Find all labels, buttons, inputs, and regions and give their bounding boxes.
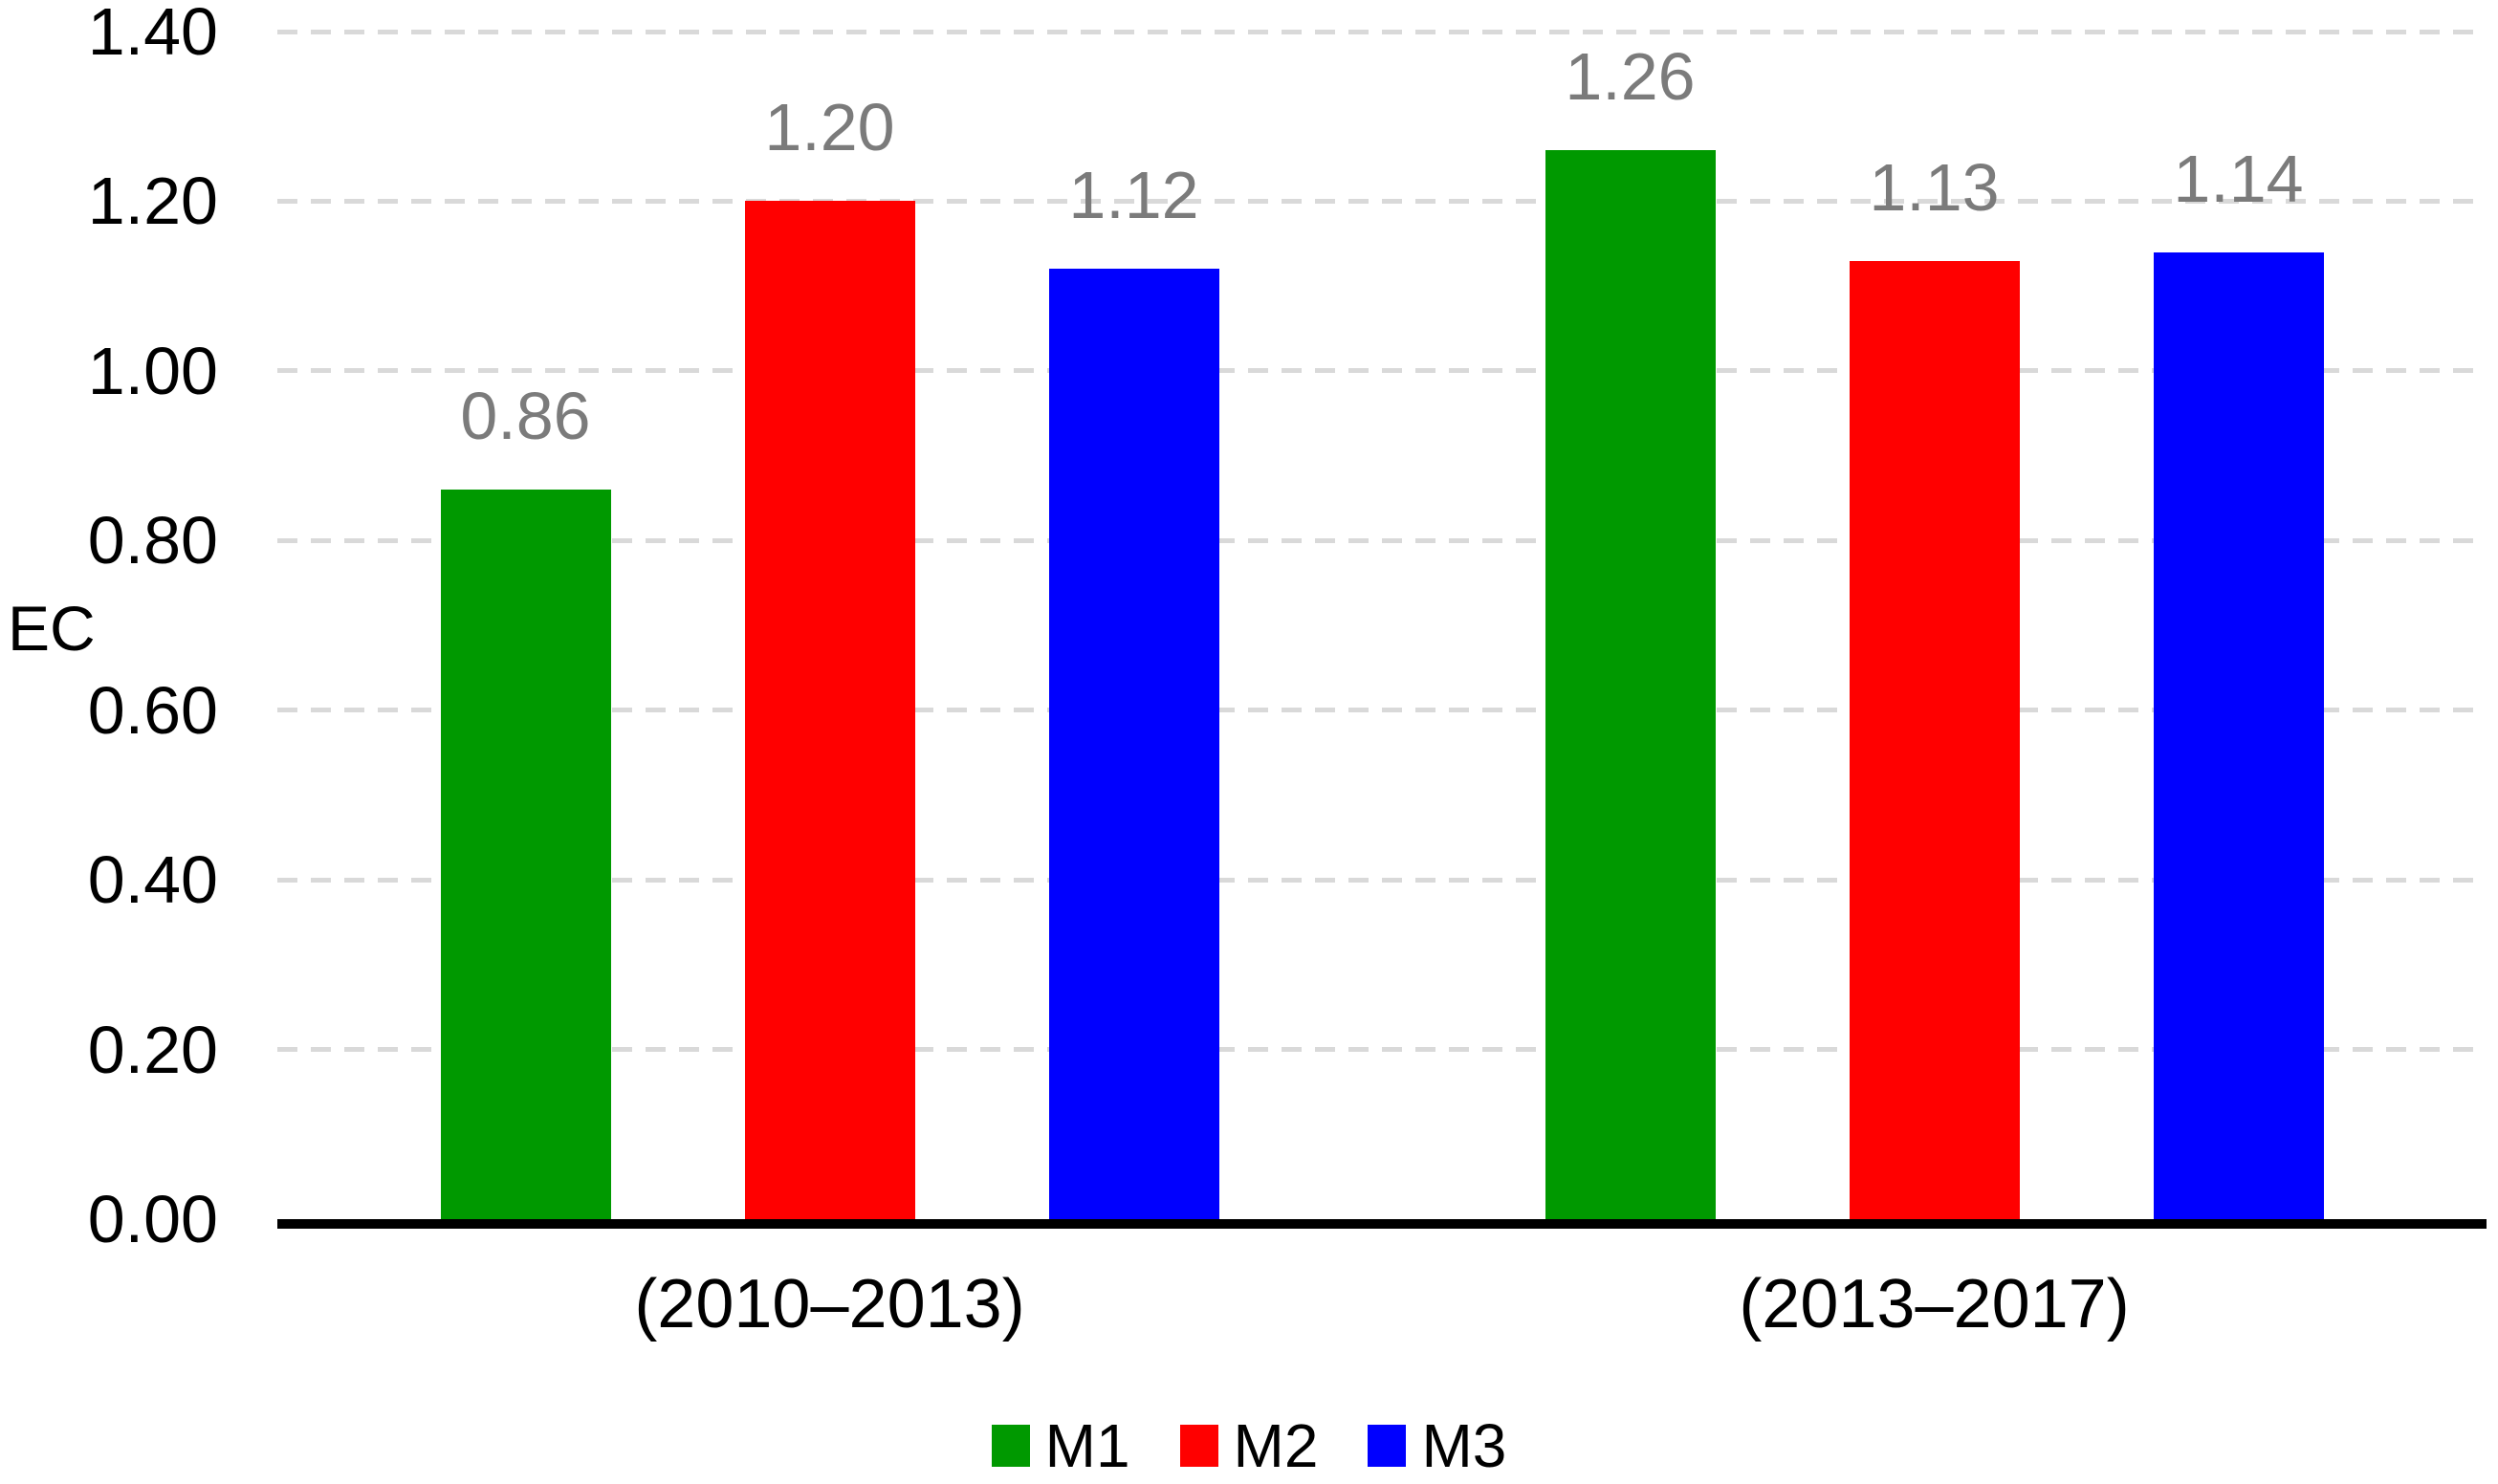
bar-m2-group1 <box>744 201 915 1219</box>
legend-item-m2: M2 <box>1179 1411 1319 1480</box>
legend-item-m3: M3 <box>1368 1412 1506 1479</box>
gridline <box>277 198 2487 204</box>
y-tick-label: 0.40 <box>87 842 218 918</box>
y-tick-label: 1.40 <box>87 0 218 69</box>
value-label: 1.20 <box>764 90 895 165</box>
legend-item-m1: M1 <box>991 1411 1130 1480</box>
gridline <box>277 708 2487 713</box>
legend-swatch-icon <box>991 1425 1030 1467</box>
y-tick-label: 1.20 <box>87 164 218 239</box>
legend-label: M2 <box>1233 1411 1319 1480</box>
bar-m1-group1 <box>440 490 611 1219</box>
value-label: 0.86 <box>460 379 591 454</box>
bar-m2-group2 <box>1849 260 2020 1219</box>
y-tick-label: 0.80 <box>87 503 218 578</box>
x-category-label: (2010–2013) <box>634 1266 1025 1342</box>
y-tick-label: 0.00 <box>87 1182 218 1256</box>
value-label: 1.26 <box>1565 39 1696 115</box>
gridline <box>277 1047 2487 1053</box>
y-tick-label: 0.20 <box>87 1012 218 1087</box>
y-tick-label: 1.00 <box>87 333 218 408</box>
x-category-label: (2013–2017) <box>1739 1266 2130 1342</box>
legend-label: M1 <box>1044 1411 1130 1480</box>
legend: M1 M2 M3 <box>0 1408 2498 1484</box>
bar-m3-group2 <box>2153 251 2324 1219</box>
bar-m3-group1 <box>1048 269 1219 1219</box>
legend-swatch-icon <box>1368 1425 1407 1467</box>
gridline <box>277 877 2487 883</box>
legend-swatch-icon <box>1179 1425 1218 1467</box>
value-label: 1.12 <box>1068 158 1199 233</box>
gridline <box>277 29 2487 34</box>
gridline <box>277 368 2487 374</box>
y-tick-label: 0.60 <box>87 672 218 748</box>
y-axis-title: EC <box>8 593 96 664</box>
plot-area: 0.86 1.20 1.12 1.26 1.13 1.14 <box>277 29 2487 1219</box>
value-label: 1.14 <box>2173 141 2304 216</box>
gridline <box>277 537 2487 543</box>
value-label: 1.13 <box>1869 149 2000 225</box>
x-axis-line <box>277 1219 2487 1229</box>
legend-label: M3 <box>1421 1411 1507 1480</box>
bar-m1-group2 <box>1545 150 1716 1219</box>
